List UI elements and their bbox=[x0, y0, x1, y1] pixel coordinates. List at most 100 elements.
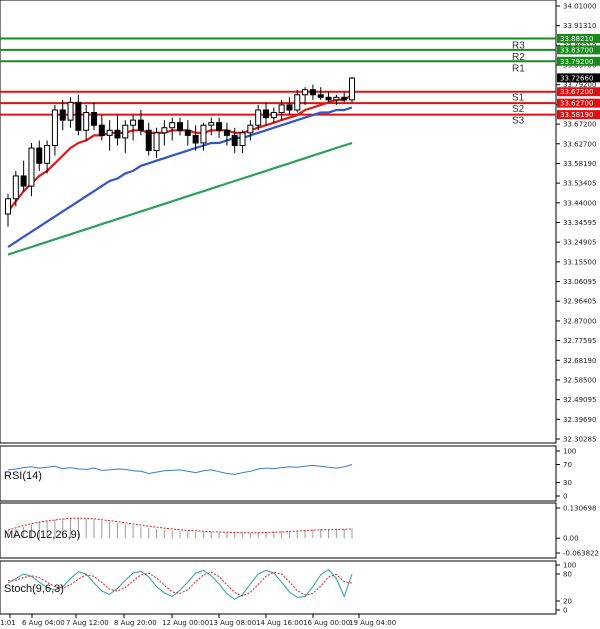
level-price-text: 33.83700 bbox=[560, 46, 593, 54]
stoch-k-line bbox=[7, 568, 353, 600]
rsi-tick-label: 0 bbox=[563, 493, 567, 501]
macd-plot-frame bbox=[0, 502, 557, 559]
stoch-tick-label: 0 bbox=[563, 607, 567, 615]
time-tick-label: 12 Aug 00:00 bbox=[162, 619, 209, 627]
time-tick-label: 13 Aug 08:00 bbox=[209, 619, 256, 627]
level-name-s2: S2 bbox=[512, 104, 525, 115]
candle-down bbox=[223, 129, 230, 136]
level-labels: 33.88210 R3 33.83700 R2 33.79200 R1 33.67200 S1… bbox=[512, 33, 600, 127]
price-tick-label: 33.53405 bbox=[563, 180, 596, 188]
price-tick-label: 32.96405 bbox=[563, 298, 596, 306]
level-price-text: 33.62700 bbox=[560, 100, 593, 108]
price-tick-label: 33.15500 bbox=[563, 258, 596, 266]
time-tick-label: 19 Aug 04:00 bbox=[349, 619, 396, 627]
stoch-d-line bbox=[7, 571, 353, 597]
candle-down bbox=[59, 109, 66, 121]
level-price-text: 33.88210 bbox=[560, 35, 593, 43]
time-axis: 1:01 6 Aug 04:00 7 Aug 12:00 8 Aug 20:00 12 … bbox=[0, 614, 396, 627]
candle-up bbox=[83, 112, 90, 131]
macd-label: MACD(12,26,9) bbox=[4, 529, 80, 541]
candle-up bbox=[28, 147, 35, 187]
level-name-r2: R2 bbox=[512, 52, 525, 63]
candle-up bbox=[294, 94, 301, 111]
candles bbox=[5, 77, 355, 227]
candle-up bbox=[270, 112, 277, 119]
candle-down bbox=[216, 122, 223, 131]
candle-up bbox=[278, 104, 285, 114]
level-name-s1: S1 bbox=[512, 93, 525, 104]
level-price-text: 33.58190 bbox=[560, 111, 593, 119]
candle-down bbox=[325, 96, 332, 101]
candle-up bbox=[302, 89, 309, 96]
current-price-label: 33.72660 bbox=[560, 74, 593, 82]
level-name-r3: R3 bbox=[512, 40, 525, 51]
time-tick-label: 14 Aug 16:00 bbox=[256, 619, 303, 627]
macd-panel: 0.130698 0.00 -0.063822 bbox=[7, 505, 599, 558]
candle-up bbox=[122, 124, 129, 139]
candle-down bbox=[114, 129, 121, 139]
stoch-tick-label: 100 bbox=[563, 562, 576, 570]
candle-down bbox=[184, 129, 191, 136]
candle-up bbox=[153, 132, 160, 152]
candle-up bbox=[5, 198, 11, 215]
macd-signal-line bbox=[7, 517, 353, 534]
price-tick-label: 33.91310 bbox=[563, 22, 596, 30]
candle-up bbox=[349, 77, 355, 101]
time-tick-label: 16 Aug 00:00 bbox=[303, 619, 350, 627]
stoch-plot-frame bbox=[0, 560, 557, 615]
candle-down bbox=[145, 129, 152, 152]
level-price-box bbox=[557, 45, 600, 55]
level-name-r1: R1 bbox=[512, 63, 525, 74]
macd-tick-label: 0.130698 bbox=[563, 505, 596, 513]
candle-down bbox=[317, 94, 324, 98]
price-tick-label: 33.24905 bbox=[563, 239, 596, 247]
price-axis: 34.01000 33.91310 33.88210 33.83700 33.79200… bbox=[556, 3, 596, 444]
time-tick-label: 1:01 bbox=[0, 619, 16, 627]
candle-down bbox=[98, 124, 105, 136]
price-tick-label: 32.87000 bbox=[563, 317, 596, 325]
current-price-box bbox=[557, 73, 600, 83]
rsi-tick-label: 30 bbox=[563, 479, 572, 487]
time-tick-label: 7 Aug 12:00 bbox=[66, 619, 109, 627]
candle-up bbox=[106, 129, 113, 136]
price-tick-label: 33.06095 bbox=[563, 278, 596, 286]
candle-down bbox=[36, 147, 43, 164]
level-name-s3: S3 bbox=[512, 116, 525, 127]
price-tick-label: 32.49095 bbox=[563, 396, 596, 404]
rsi-tick-label: 70 bbox=[563, 461, 572, 469]
price-tick-label: 33.58190 bbox=[563, 160, 596, 168]
time-tick-label: 8 Aug 20:00 bbox=[114, 619, 157, 627]
rsi-line bbox=[7, 464, 353, 475]
candle-up bbox=[67, 101, 74, 121]
candle-up bbox=[208, 122, 215, 126]
candle-up bbox=[247, 124, 254, 134]
price-tick-label: 33.67200 bbox=[563, 121, 596, 129]
level-price-box bbox=[557, 87, 600, 97]
price-tick-label: 33.44000 bbox=[563, 199, 596, 207]
level-price-text: 33.79200 bbox=[560, 58, 593, 66]
level-price-box bbox=[557, 33, 600, 43]
price-tick-label: 32.39690 bbox=[563, 416, 596, 424]
level-price-box bbox=[557, 110, 600, 120]
candle-down bbox=[231, 134, 238, 147]
candle-up bbox=[51, 109, 58, 147]
stoch-tick-label: 80 bbox=[563, 571, 572, 579]
candle-up bbox=[44, 145, 51, 164]
price-tick-label: 32.30285 bbox=[563, 436, 596, 444]
candle-down bbox=[177, 122, 183, 131]
main-plot-frame bbox=[0, 0, 557, 444]
ma-mid-line bbox=[7, 106, 353, 248]
rsi-panel: 100 70 30 0 bbox=[7, 448, 576, 501]
stoch-label: Stoch(9,6,3) bbox=[4, 583, 64, 595]
stoch-tick-label: 20 bbox=[563, 598, 572, 606]
candle-down bbox=[309, 89, 316, 96]
candle-down bbox=[341, 96, 348, 101]
level-price-text: 33.67200 bbox=[560, 88, 593, 96]
candle-down bbox=[192, 134, 199, 144]
candle-up bbox=[169, 122, 176, 129]
macd-tick-label: -0.063822 bbox=[563, 550, 599, 558]
level-price-box bbox=[557, 56, 600, 66]
candle-up bbox=[12, 175, 19, 200]
time-tick-label: 6 Aug 04:00 bbox=[22, 619, 65, 627]
rsi-plot-frame bbox=[0, 445, 557, 502]
